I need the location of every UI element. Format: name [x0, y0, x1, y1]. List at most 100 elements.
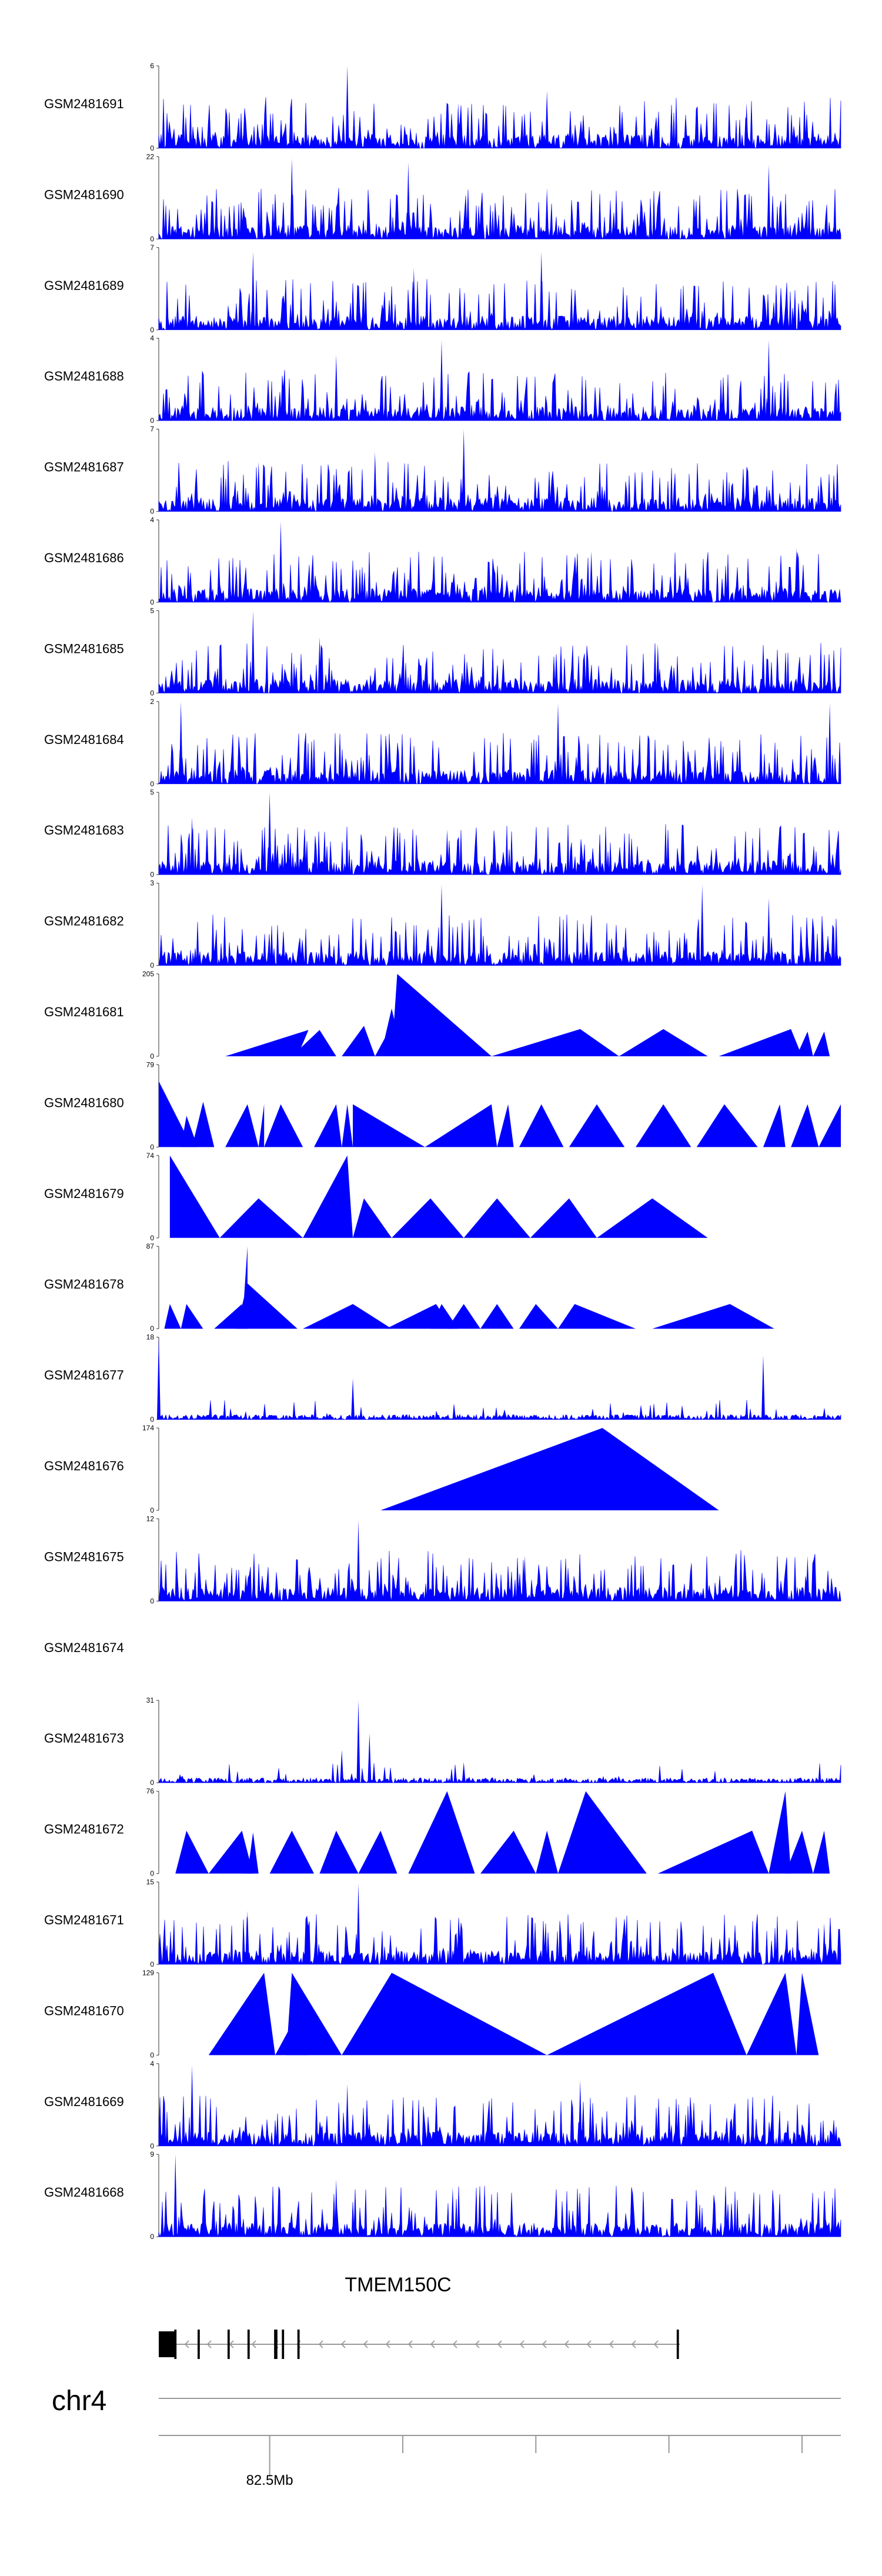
signal-triangle: [164, 1304, 181, 1329]
chromosome-label: chr4: [52, 2385, 106, 2417]
signal-peak: [578, 2080, 582, 2146]
gene-exon: [227, 2330, 230, 2359]
signal-peak: [251, 251, 255, 330]
track-label: GSM2481684: [44, 732, 124, 747]
signal-area: [158, 824, 841, 876]
y-min-label: 0: [150, 1597, 154, 1605]
signal-peak: [356, 1883, 360, 1964]
signal-peak: [179, 701, 183, 784]
signal-peak: [290, 158, 294, 239]
signal-triangle: [813, 1032, 830, 1056]
signal-triangle: [796, 1032, 813, 1056]
y-min-label: 0: [150, 1506, 154, 1514]
signal-peak: [700, 885, 704, 966]
strand-arrow: [229, 2340, 234, 2348]
y-max-label: 79: [146, 1060, 155, 1069]
signal-triangle: [353, 1198, 392, 1238]
signal-peak: [368, 1733, 372, 1783]
signal-triangle: [181, 1116, 198, 1147]
signal-triangle: [192, 1102, 215, 1147]
signal-peak: [456, 103, 460, 148]
y-max-label: 7: [150, 243, 154, 252]
signal-triangle: [746, 1973, 797, 2056]
signal-peak: [334, 2179, 338, 2237]
y-max-label: 5: [150, 606, 154, 615]
strand-arrow: [184, 2340, 189, 2348]
track-label: GSM2481676: [44, 1459, 124, 1473]
signal-area: [158, 279, 841, 331]
y-max-label: 5: [150, 788, 154, 796]
gene-exon: [282, 2330, 285, 2359]
signal-area: [158, 1400, 841, 1420]
signal-triangle: [652, 1304, 774, 1329]
y-max-label: 31: [146, 1696, 155, 1704]
signal-triangle: [169, 1155, 220, 1238]
signal-area: [158, 461, 841, 512]
strand-arrow: [653, 2340, 659, 2348]
track-label: GSM2481678: [44, 1277, 124, 1292]
signal-peak: [251, 610, 255, 693]
signal-peak: [767, 897, 771, 966]
strand-arrow: [251, 2340, 256, 2348]
signal-area: [158, 2185, 841, 2238]
signal-triangle: [796, 1973, 819, 2056]
strand-arrow: [609, 2340, 614, 2348]
signal-area: [158, 1763, 841, 1784]
signal-peak: [245, 1911, 249, 1964]
track-label: GSM2481683: [44, 823, 124, 837]
signal-triangle: [292, 1030, 336, 1056]
track-GSM2481678: GSM2481678 87 0: [44, 1242, 774, 1333]
signal-triangle: [353, 1104, 425, 1147]
signal-peak: [190, 817, 194, 875]
y-min-label: 0: [150, 508, 154, 516]
signal-peak: [412, 268, 416, 330]
track-GSM2481677: GSM2481677 18 0: [44, 1333, 841, 1424]
y-min-label: 0: [150, 2233, 154, 2241]
signal-triangle: [785, 1830, 813, 1874]
signal-peak: [439, 340, 443, 421]
track-label: GSM2481673: [44, 1731, 124, 1746]
signal-triangle: [392, 974, 492, 1056]
track-GSM2481672: GSM2481672 76 0: [44, 1787, 830, 1878]
signal-triangle: [159, 1081, 192, 1147]
track-GSM2481673: GSM2481673 31 0: [44, 1696, 841, 1787]
signal-peak: [822, 1923, 826, 1964]
strand-arrow: [340, 2340, 346, 2348]
signal-triangle: [447, 1304, 480, 1329]
track-label: GSM2481668: [44, 2185, 124, 2200]
signal-peak: [545, 188, 549, 239]
y-min-label: 0: [150, 870, 154, 879]
signal-peak: [744, 103, 749, 148]
y-min-label: 0: [150, 416, 154, 425]
signal-triangle: [408, 1791, 475, 1874]
signal-triangle: [547, 1973, 747, 2056]
signal-peak: [406, 162, 410, 239]
strand-arrow: [407, 2340, 413, 2348]
gene-exon: [297, 2330, 300, 2359]
track-GSM2481683: GSM2481683 5 0: [44, 788, 841, 879]
signal-area: [158, 1914, 841, 1966]
signal-triangle: [696, 1104, 758, 1147]
track-GSM2481689: GSM2481689 7 0: [44, 243, 841, 334]
gene-exon: [198, 2330, 200, 2359]
signal-peak: [190, 2065, 194, 2146]
signal-triangle: [558, 1791, 647, 1874]
y-min-label: 0: [150, 2051, 154, 2059]
y-min-label: 0: [150, 1870, 154, 1878]
strand-arrow: [564, 2340, 569, 2348]
track-label: GSM2481688: [44, 369, 124, 383]
y-max-label: 76: [146, 1787, 155, 1796]
signal-area: [158, 188, 841, 240]
signal-triangle: [657, 1830, 769, 1874]
track-GSM2481668: GSM2481668 9 0: [44, 2150, 841, 2241]
track-label: GSM2481680: [44, 1095, 124, 1110]
y-max-label: 2: [150, 698, 154, 706]
signal-triangle: [569, 1104, 625, 1147]
signal-triangle: [558, 1304, 636, 1329]
signal-triangle: [818, 1104, 841, 1147]
track-GSM2481680: GSM2481680 79 0: [44, 1060, 841, 1151]
signal-triangle: [314, 1104, 342, 1147]
signal-triangle: [392, 1198, 464, 1238]
signal-triangle: [214, 1304, 242, 1329]
